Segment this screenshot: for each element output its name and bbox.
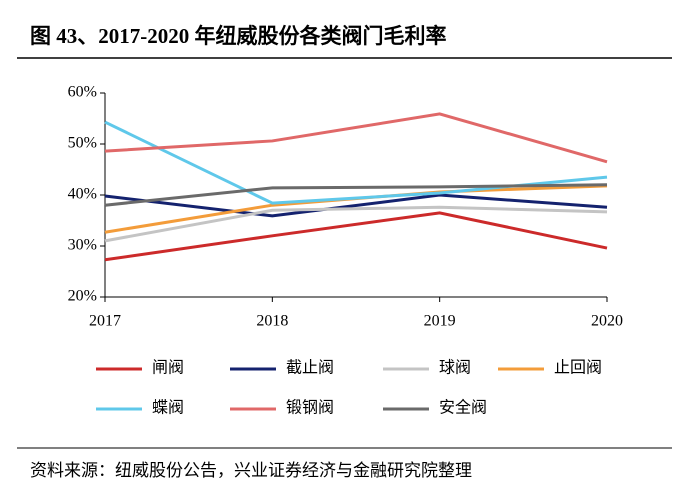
- legend-label: 球阀: [439, 359, 471, 377]
- legend-label: 安全阀: [439, 399, 487, 417]
- y-tick-label: 60%: [68, 84, 97, 101]
- y-tick-label: 50%: [68, 135, 97, 152]
- series-line: [104, 205, 608, 243]
- series-line: [104, 193, 608, 218]
- series-line: [104, 183, 608, 207]
- legend-label: 闸阀: [152, 359, 184, 377]
- legend-label: 止回阀: [554, 359, 602, 377]
- y-tick-label: 20%: [68, 288, 97, 305]
- series-line: [104, 211, 608, 262]
- series-line: [104, 120, 608, 205]
- series-line: [104, 112, 608, 164]
- legend-label: 锻钢阀: [286, 399, 334, 417]
- y-tick-label: 30%: [68, 237, 97, 254]
- x-tick-label: 2018: [256, 313, 288, 330]
- legend-label: 蝶阀: [152, 399, 184, 417]
- chart-title: 图 43、2017-2020 年纽威股份各类阀门毛利率: [30, 24, 447, 48]
- x-tick-label: 2017: [89, 313, 121, 330]
- x-tick-label: 2020: [591, 313, 623, 330]
- x-tick-label: 2019: [424, 313, 456, 330]
- y-tick-label: 40%: [68, 186, 97, 203]
- source: 资料来源：纽威股份公告，兴业证券经济与金融研究院整理: [30, 461, 472, 480]
- legend-label: 截止阀: [286, 359, 334, 377]
